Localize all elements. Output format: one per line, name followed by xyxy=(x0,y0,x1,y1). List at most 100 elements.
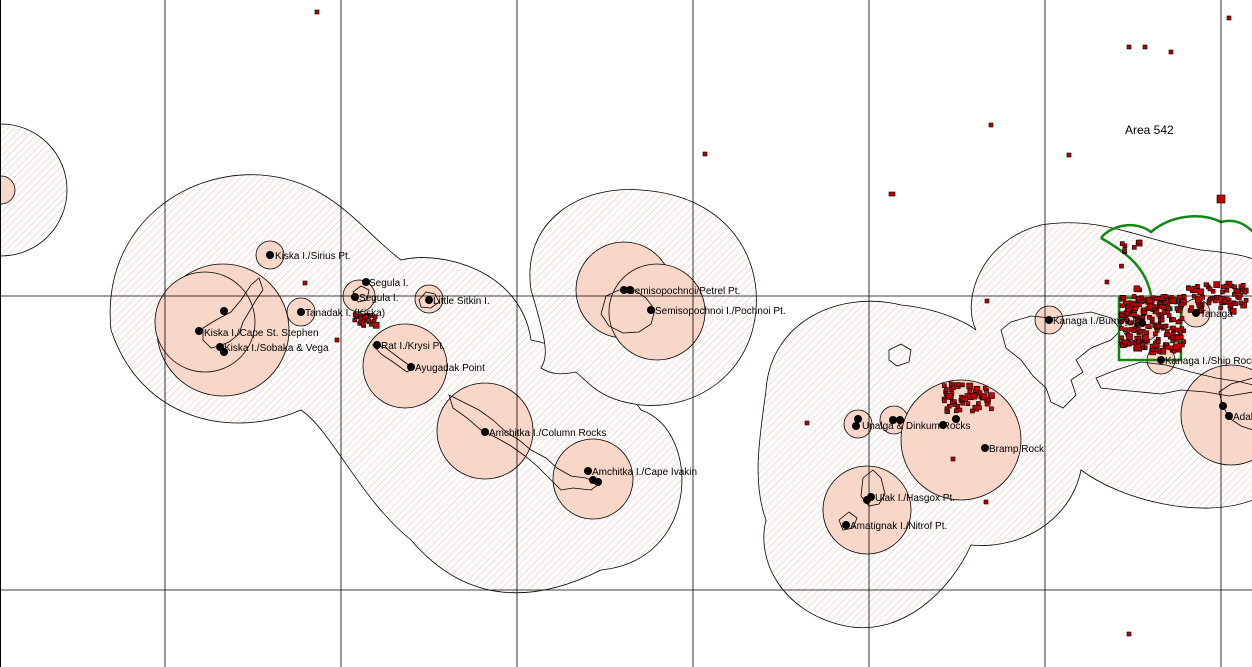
observation-point xyxy=(1221,284,1226,290)
observation-point xyxy=(1181,294,1187,300)
observation-point xyxy=(1174,306,1180,311)
observation-point xyxy=(804,420,810,426)
observation-point xyxy=(1216,194,1226,204)
observation-point xyxy=(973,385,981,393)
site-marker xyxy=(220,348,228,356)
observation-point xyxy=(1149,343,1155,349)
observation-point xyxy=(1120,343,1125,348)
observation-point xyxy=(1222,299,1227,304)
site-marker xyxy=(842,521,850,529)
observation-point xyxy=(1136,296,1142,301)
observation-point xyxy=(888,191,896,197)
observation-point xyxy=(1232,284,1237,290)
observation-point xyxy=(334,337,340,343)
coastline-adak xyxy=(1218,377,1252,431)
observation-point xyxy=(1210,288,1216,294)
inner-buffer xyxy=(1,175,16,205)
observation-point xyxy=(1140,341,1146,347)
site-marker xyxy=(647,306,655,314)
site-marker xyxy=(981,444,989,452)
observation-point xyxy=(951,385,956,391)
observation-point xyxy=(1104,279,1110,285)
observation-point xyxy=(970,408,975,414)
observation-point xyxy=(1243,297,1249,303)
observation-point xyxy=(366,318,371,324)
site-marker xyxy=(362,278,370,286)
observation-point xyxy=(1118,318,1124,324)
observation-point xyxy=(1132,302,1138,307)
observation-point xyxy=(965,401,971,407)
observation-point xyxy=(946,403,952,409)
site-marker xyxy=(1157,356,1165,364)
coastline-little-sitkin xyxy=(418,291,440,309)
observation-point xyxy=(956,382,962,387)
observation-point xyxy=(1126,631,1132,637)
site-marker xyxy=(889,416,897,424)
observation-point xyxy=(1178,330,1183,336)
observation-point xyxy=(1120,295,1126,301)
observation-point xyxy=(983,499,989,505)
observation-point xyxy=(1066,152,1072,158)
observation-point xyxy=(1191,293,1197,299)
site-marker xyxy=(425,296,433,304)
site-marker xyxy=(863,496,871,504)
observation-point xyxy=(1170,335,1176,340)
observation-point xyxy=(1195,296,1202,304)
observation-point xyxy=(1167,332,1172,338)
observation-point xyxy=(1131,312,1136,317)
observation-point xyxy=(361,321,366,327)
observation-point xyxy=(1161,305,1166,310)
observation-point xyxy=(1150,316,1155,322)
inner-buffer xyxy=(362,323,448,409)
observation-point xyxy=(1133,306,1138,312)
observation-point xyxy=(1122,248,1127,253)
site-label: Kanaga I./Bumpy Pt. xyxy=(1053,316,1145,327)
observation-point xyxy=(1155,323,1161,329)
observation-point xyxy=(1164,344,1170,350)
observation-point xyxy=(988,392,995,400)
observation-point xyxy=(985,397,991,403)
observation-point xyxy=(1159,317,1165,323)
observation-point xyxy=(967,389,973,395)
site-marker xyxy=(594,478,602,486)
site-label: Amchitka I./Column Rocks xyxy=(489,428,606,439)
site-marker xyxy=(854,415,862,423)
observation-point xyxy=(945,392,953,400)
site-marker xyxy=(584,467,592,475)
observation-point xyxy=(1124,317,1129,322)
observation-point xyxy=(1206,300,1212,306)
observation-point xyxy=(314,9,320,15)
outer-buffer-west xyxy=(1,123,68,257)
coastlines xyxy=(202,277,1252,531)
observation-point xyxy=(1179,326,1185,331)
site-marker xyxy=(220,307,228,315)
site-label: Kiska I./Sirius Pt. xyxy=(275,251,351,262)
observation-point xyxy=(1163,294,1169,300)
coastline-kanaga xyxy=(1095,361,1252,397)
site-label: Tanaga xyxy=(1200,309,1233,320)
observation-point xyxy=(1226,15,1232,21)
observation-point xyxy=(1220,289,1225,295)
coastline-amchitka xyxy=(448,394,600,491)
observation-point xyxy=(1136,239,1142,245)
observation-point xyxy=(977,405,982,411)
site-label: Kanaga I./Ship Rock xyxy=(1165,356,1252,367)
site-marker xyxy=(266,251,274,259)
observation-point xyxy=(1128,320,1133,326)
observation-point xyxy=(1229,308,1237,315)
observation-point xyxy=(358,315,364,321)
observation-point xyxy=(1166,313,1172,318)
observation-point xyxy=(1142,44,1148,50)
observation-point xyxy=(372,314,378,320)
observation-point xyxy=(988,122,994,128)
observation-point xyxy=(1119,312,1124,318)
observation-point xyxy=(1168,49,1174,55)
observation-point xyxy=(1151,304,1157,309)
observation-point xyxy=(1122,339,1128,345)
site-marker xyxy=(1192,309,1200,317)
inner-buffer xyxy=(1180,364,1252,466)
observation-point xyxy=(980,393,988,400)
observation-point xyxy=(1131,294,1137,299)
